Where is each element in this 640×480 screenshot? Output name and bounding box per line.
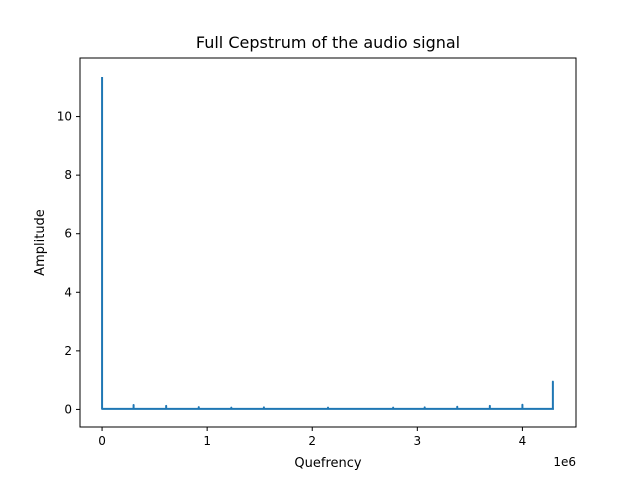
- x-tick-label: 4: [519, 434, 527, 448]
- y-tick-label: 8: [64, 168, 72, 182]
- series-line-0: [101, 77, 554, 410]
- y-axis-label: Amplitude: [33, 209, 48, 276]
- plot-frame: [79, 57, 577, 428]
- plot-area: [79, 57, 577, 428]
- x-tick-label: 2: [308, 434, 316, 448]
- x-tick-label: 3: [414, 434, 422, 448]
- x-axis-label: Quefrency: [294, 456, 361, 471]
- x-axis-offset-label: 1e6: [553, 455, 576, 469]
- y-tick-label: 4: [64, 285, 72, 299]
- y-tick-label: 0: [64, 402, 72, 416]
- y-tick-label: 6: [64, 227, 72, 241]
- x-tick-label: 1: [203, 434, 211, 448]
- chart-title: Full Cepstrum of the audio signal: [196, 33, 460, 52]
- x-tick-label: 0: [98, 434, 106, 448]
- y-tick-label: 2: [64, 344, 72, 358]
- y-axis-ticks: 0 2 4 6 8 10: [57, 110, 80, 416]
- x-axis-ticks: 0 1 2 3 4: [98, 427, 526, 448]
- y-tick-label: 10: [57, 110, 72, 124]
